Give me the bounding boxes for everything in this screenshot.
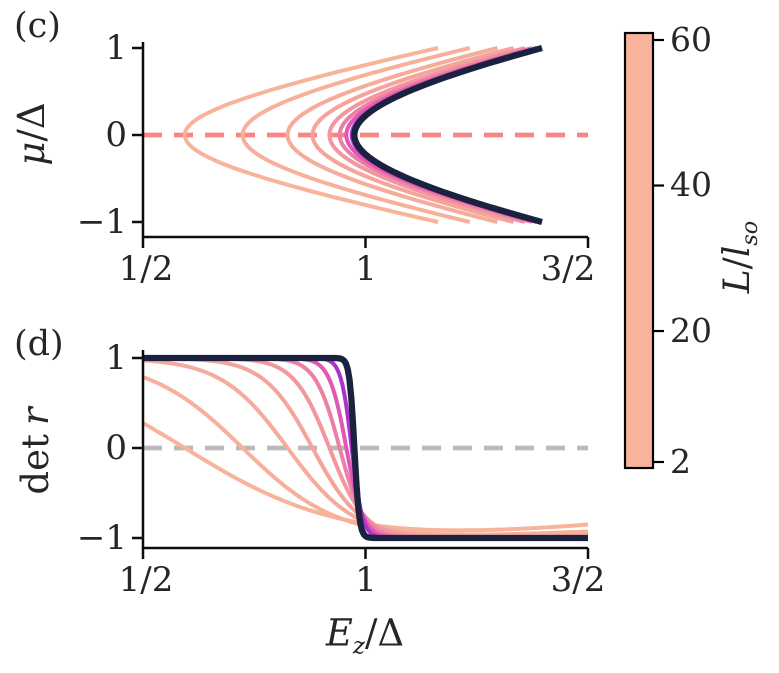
r-symbol: r bbox=[14, 407, 57, 426]
panel-d-xtick-half: 1/2 bbox=[118, 560, 174, 600]
panel-d-curve-L60 bbox=[141, 354, 590, 542]
colorbar-label: L/lso bbox=[717, 221, 771, 293]
panel-d-label: (d) bbox=[14, 324, 64, 364]
panel-c-curve-L7.2 bbox=[310, 46, 515, 224]
panel-c-xtick-half: 1/2 bbox=[118, 249, 174, 289]
delta-symbol: Δ bbox=[10, 102, 53, 130]
slash: / bbox=[364, 611, 378, 655]
Ez-symbol: E bbox=[325, 611, 353, 655]
panel-d-ytick-neg1: −1 bbox=[76, 518, 127, 558]
panel-d-ylabel: det r bbox=[14, 407, 57, 495]
delta-symbol: Δ bbox=[377, 611, 405, 655]
so-subscript: so bbox=[737, 220, 764, 246]
colorbar-tick-2: 2 bbox=[670, 442, 691, 481]
colorbar-tick-20: 20 bbox=[670, 311, 712, 350]
slash: / bbox=[10, 129, 53, 142]
panel-d-xtick-one: 1 bbox=[355, 560, 377, 600]
panel-c-curve-L4.7 bbox=[285, 46, 498, 224]
panel-c-xtick-threehalf: 3/2 bbox=[540, 249, 596, 289]
colorbar-gradient bbox=[623, 31, 655, 470]
panel-d-curve-L3.1 bbox=[142, 375, 589, 537]
panel-c-ytick-neg1: −1 bbox=[76, 202, 127, 242]
l-symbol: l bbox=[716, 245, 758, 258]
panel-c-curve-L2 bbox=[182, 46, 439, 224]
mu-symbol: μ bbox=[10, 141, 53, 166]
panel-c-axes bbox=[132, 42, 590, 248]
panel-d-axes bbox=[132, 350, 590, 559]
slash: / bbox=[716, 257, 758, 270]
det-text: det bbox=[14, 434, 57, 495]
panel-c-curve-L60 bbox=[351, 44, 543, 226]
panel-c-ytick-0: 0 bbox=[105, 115, 127, 155]
colorbar-tick-40: 40 bbox=[670, 165, 712, 204]
z-subscript: z bbox=[352, 633, 365, 660]
L-symbol: L bbox=[716, 269, 758, 294]
panel-d-ytick-0: 0 bbox=[105, 428, 127, 468]
panel-c-ylabel: μ/Δ bbox=[10, 102, 53, 166]
colorbar-tick-60: 60 bbox=[670, 20, 712, 59]
panel-c-ytick-1: 1 bbox=[105, 28, 127, 68]
panel-d-xtick-threehalf: 3/2 bbox=[550, 560, 606, 600]
panel-c-curve-L11 bbox=[327, 46, 526, 224]
panel-d-ytick-1: 1 bbox=[105, 338, 127, 378]
panel-c-xtick-one: 1 bbox=[355, 249, 377, 289]
x-axis-label: Ez/Δ bbox=[326, 612, 404, 667]
panel-c-label: (c) bbox=[14, 6, 61, 46]
panel-c-curve-L3.1 bbox=[240, 46, 471, 224]
